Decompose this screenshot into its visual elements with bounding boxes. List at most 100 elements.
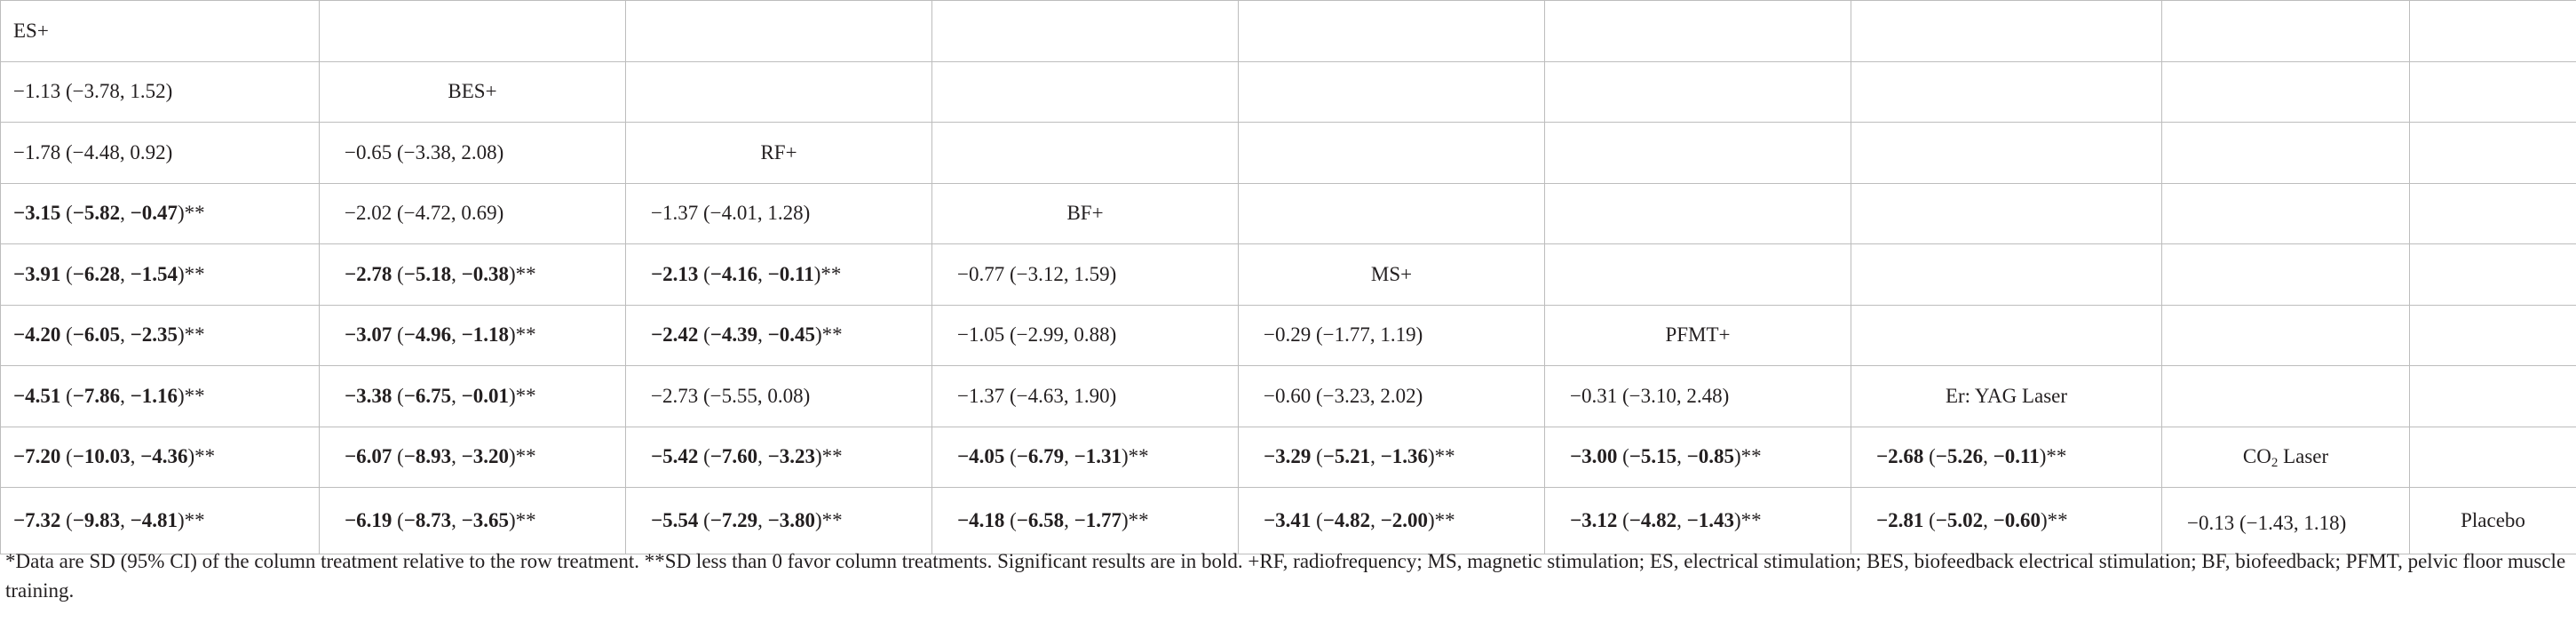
estimate: −4.20 — [13, 323, 61, 347]
ci-lower: −5.26 — [1935, 445, 1984, 468]
empty-cell — [319, 0, 626, 62]
empty-cell — [625, 0, 932, 62]
ci-upper: −3.80 — [767, 508, 815, 531]
estimate: −2.78 — [345, 262, 392, 285]
ci-upper: −4.81 — [130, 508, 178, 531]
empty-cell — [2409, 243, 2576, 306]
estimate-cell: −1.13 (−3.78, 1.52) — [0, 60, 320, 123]
treatment-label-cell: PFMT+ — [1544, 304, 1851, 366]
estimate: −7.32 — [13, 508, 61, 531]
estimate-cell: −0.65 (−3.38, 2.08) — [319, 122, 626, 184]
ci-lower: −4.39 — [709, 323, 758, 347]
treatment-label: ES+ — [13, 19, 49, 42]
estimate-text: −1.05 (−2.99, 0.88) — [957, 323, 1117, 347]
estimate: −2.42 — [651, 323, 699, 347]
significant-estimate-cell: −2.78 (−5.18, −0.38)** — [319, 243, 626, 306]
ci-upper: −2.35 — [130, 323, 178, 347]
ci-lower: −5.21 — [1322, 445, 1371, 468]
ci-upper: −0.47 — [130, 202, 178, 225]
ci-upper: −1.43 — [1686, 508, 1734, 531]
ci-lower: −4.16 — [709, 262, 758, 285]
empty-cell — [2409, 122, 2576, 184]
ci-upper: −1.18 — [461, 323, 509, 347]
empty-cell — [2409, 60, 2576, 123]
estimate: −3.07 — [345, 323, 392, 347]
ci-lower: −9.83 — [72, 508, 121, 531]
ci-lower: −5.18 — [403, 262, 452, 285]
table-footnote: *Data are SD (95% CI) of the column trea… — [5, 550, 2566, 602]
estimate-text: −0.29 (−1.77, 1.19) — [1264, 323, 1423, 347]
treatment-label: RF+ — [760, 140, 797, 163]
empty-cell — [1238, 182, 1545, 244]
significant-estimate-cell: −3.07 (−4.96, −1.18)** — [319, 304, 626, 366]
estimate: −6.19 — [345, 508, 392, 531]
significant-estimate-cell: −2.42 (−4.39, −0.45)** — [625, 304, 932, 366]
significant-estimate-cell: −2.68 (−5.26, −0.11)** — [1851, 426, 2162, 488]
estimate: −3.29 — [1264, 445, 1312, 468]
table-row: −1.78 (−4.48, 0.92) −0.65 (−3.38, 2.08) RF… — [0, 122, 2576, 184]
estimate-text: −0.60 (−3.23, 2.02) — [1264, 384, 1423, 407]
empty-cell — [2161, 60, 2410, 123]
treatment-label-cell: ES+ — [0, 0, 320, 62]
empty-cell — [1851, 304, 2162, 366]
empty-cell — [1851, 243, 2162, 306]
empty-cell — [2409, 365, 2576, 427]
ci-lower: −4.82 — [1322, 508, 1371, 531]
empty-cell — [1238, 0, 1545, 62]
table-row: −4.20 (−6.05, −2.35)** −3.07 (−4.96, −1.1… — [0, 304, 2576, 366]
significant-estimate-cell: −3.29 (−5.21, −1.36)** — [1238, 426, 1545, 488]
ci-lower: −5.02 — [1935, 508, 1984, 531]
significant-estimate-cell: −3.00 (−5.15, −0.85)** — [1544, 426, 1851, 488]
empty-cell — [1544, 60, 1851, 123]
significant-estimate-cell: −4.18 (−6.58, −1.77)** — [931, 487, 1239, 554]
estimate-cell: −2.73 (−5.55, 0.08) — [625, 365, 932, 427]
ci-lower: −6.75 — [403, 384, 452, 407]
treatment-label-cell: RF+ — [625, 122, 932, 184]
ci-upper: −0.11 — [767, 262, 814, 285]
significant-estimate-cell: −6.19 (−8.73, −3.65)** — [319, 487, 626, 554]
ci-lower: −4.82 — [1629, 508, 1677, 531]
league-table-container: ES+ −1.13 (−3.78, 1.52) BES+ −1.78 (−4.48, … — [0, 0, 2576, 554]
estimate-text: −0.65 (−3.38, 2.08) — [345, 140, 504, 163]
empty-cell — [1238, 60, 1545, 123]
ci-lower: −8.73 — [403, 508, 452, 531]
ci-lower: −5.15 — [1629, 445, 1677, 468]
ci-upper: −0.45 — [767, 323, 815, 347]
estimate: −2.68 — [1876, 445, 1924, 468]
empty-cell — [2409, 0, 2576, 62]
estimate-cell: −1.37 (−4.01, 1.28) — [625, 182, 932, 244]
treatment-label-cell: BF+ — [931, 182, 1239, 244]
ci-lower: −7.29 — [709, 508, 758, 531]
estimate-cell: −0.60 (−3.23, 2.02) — [1238, 365, 1545, 427]
significant-estimate-cell: −6.07 (−8.93, −3.20)** — [319, 426, 626, 488]
treatment-label-cell: MS+ — [1238, 243, 1545, 306]
empty-cell — [1238, 122, 1545, 184]
estimate-text: −1.78 (−4.48, 0.92) — [13, 140, 173, 163]
estimate-text: −1.37 (−4.01, 1.28) — [651, 202, 811, 225]
significant-estimate-cell: −7.20 (−10.03, −4.36)** — [0, 426, 320, 488]
significant-estimate-cell: −4.51 (−7.86, −1.16)** — [0, 365, 320, 427]
table-row: −1.13 (−3.78, 1.52) BES+ — [0, 60, 2576, 123]
subscript: 2 — [2271, 456, 2279, 471]
estimate: −3.41 — [1264, 508, 1312, 531]
significant-estimate-cell: −5.54 (−7.29, −3.80)** — [625, 487, 932, 554]
estimate-text: −1.37 (−4.63, 1.90) — [957, 384, 1117, 407]
treatment-label: BF+ — [1066, 202, 1104, 225]
ci-upper: −1.54 — [130, 262, 178, 285]
empty-cell — [2409, 182, 2576, 244]
table-row: ES+ — [0, 0, 2576, 62]
ci-lower: −6.58 — [1016, 508, 1065, 531]
significant-estimate-cell: −5.42 (−7.60, −3.23)** — [625, 426, 932, 488]
ci-upper: −0.60 — [1993, 508, 2041, 531]
ci-lower: −10.03 — [72, 445, 131, 468]
estimate: −3.38 — [345, 384, 392, 407]
league-table: ES+ −1.13 (−3.78, 1.52) BES+ −1.78 (−4.48, … — [0, 0, 2576, 554]
significant-estimate-cell: −2.13 (−4.16, −0.11)** — [625, 243, 932, 306]
empty-cell — [2161, 365, 2410, 427]
significant-estimate-cell: −2.81 (−5.02, −0.60)** — [1851, 487, 2162, 554]
estimate-cell: −0.29 (−1.77, 1.19) — [1238, 304, 1545, 366]
ci-lower: −6.79 — [1016, 445, 1065, 468]
ci-upper: −2.00 — [1380, 508, 1428, 531]
empty-cell — [1544, 122, 1851, 184]
estimate: −4.05 — [957, 445, 1005, 468]
